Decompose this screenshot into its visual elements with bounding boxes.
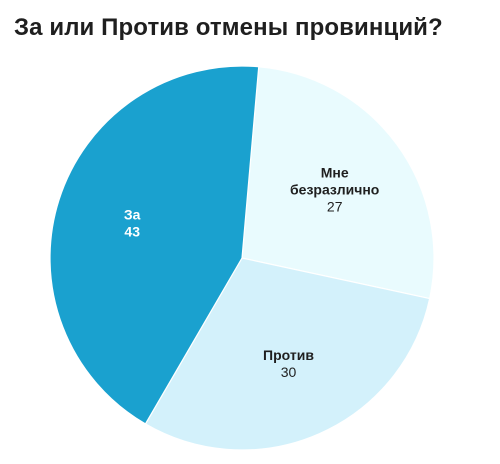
slice-value-za: 43 [124, 224, 140, 240]
slice-label-mne-bezrazlichno-line-1: Мне [321, 165, 349, 181]
chart-title: За или Против отмены провинций? [14, 14, 443, 41]
pie-slice-protiv[interactable] [144, 257, 431, 451]
slice-value-protiv: 30 [281, 364, 297, 380]
slice-label-protiv: Против [263, 347, 314, 363]
pie-slices [49, 65, 435, 451]
pie-slice-mne-bezrazlichno[interactable] [241, 66, 435, 300]
pie-slice-za[interactable] [49, 65, 260, 425]
slice-label-za: За [124, 207, 141, 223]
slice-value-mne-bezrazlichno: 27 [327, 199, 343, 215]
slice-label-mne-bezrazlichno-line-2: безразлично [290, 182, 379, 198]
